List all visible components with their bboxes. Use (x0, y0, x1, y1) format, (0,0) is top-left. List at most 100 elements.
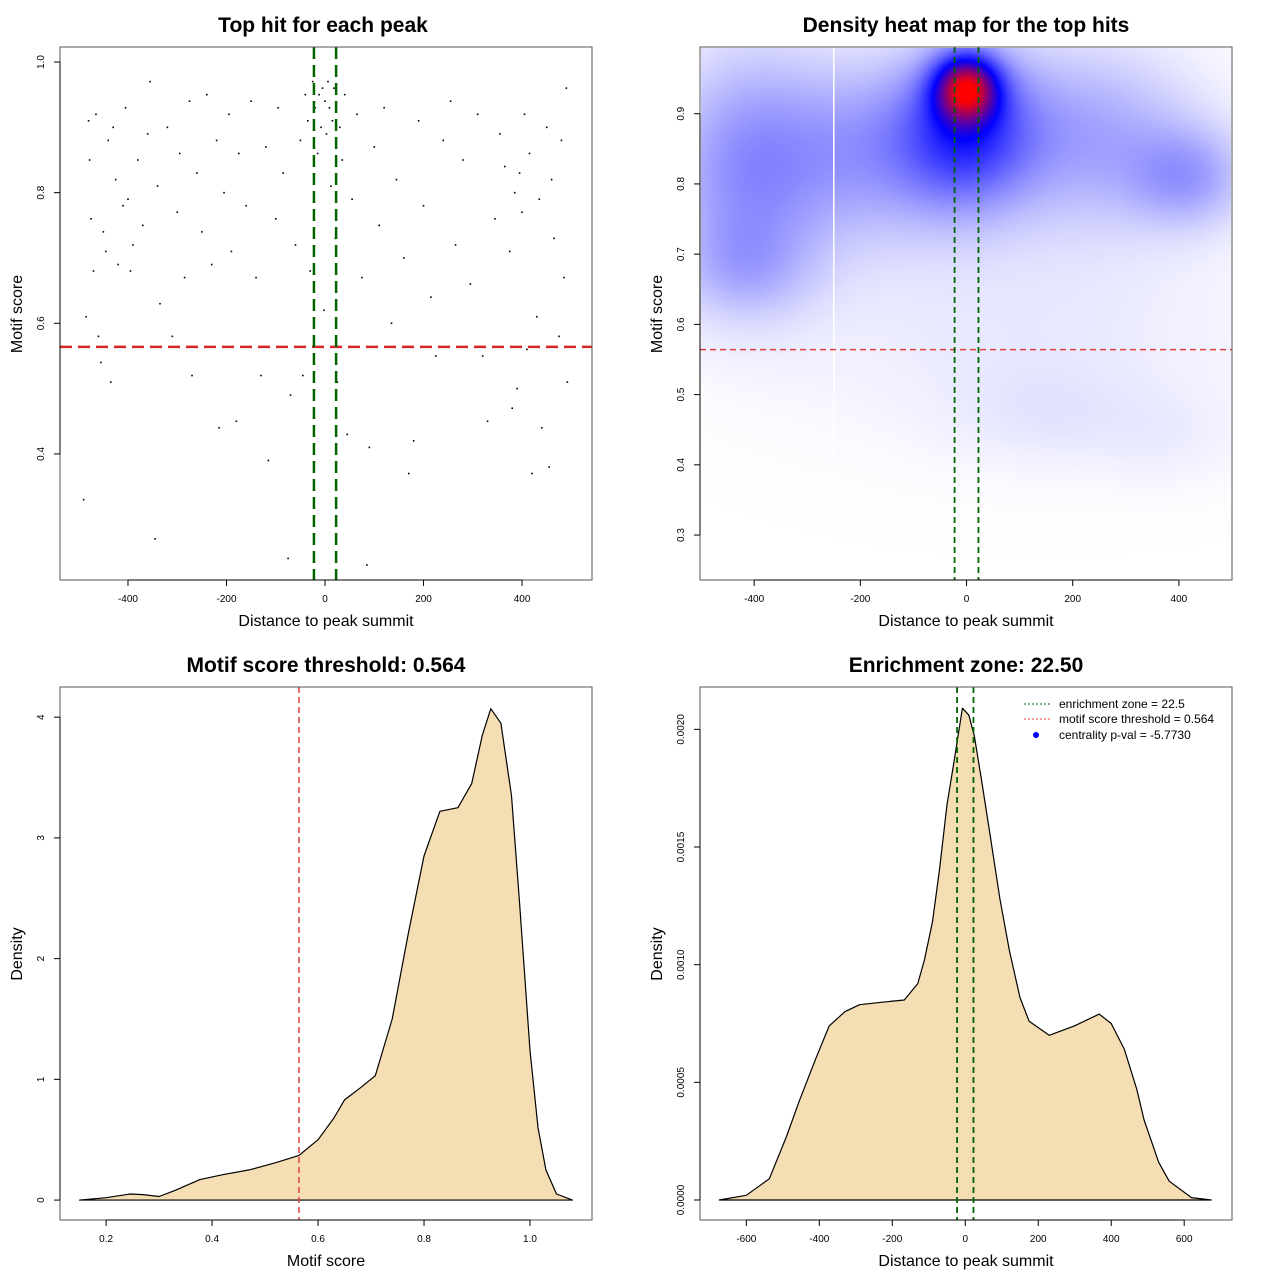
y-tick-label: 3 (36, 835, 47, 841)
data-point (540, 427, 543, 429)
data-point (320, 126, 322, 129)
chart-title: Top hit for each peak (218, 14, 428, 37)
data-point (383, 106, 385, 109)
x-tick-label: 0.4 (205, 1234, 219, 1245)
data-point (324, 100, 326, 103)
x-tick-label: 0.2 (99, 1234, 113, 1245)
data-point (100, 361, 102, 364)
data-point (228, 113, 230, 116)
data-point (412, 440, 415, 442)
y-tick-label: 0 (36, 1197, 47, 1203)
data-point (545, 126, 548, 129)
data-point (132, 244, 134, 246)
data-point (366, 564, 368, 566)
data-point (513, 191, 516, 194)
x-tick-label: -400 (118, 594, 138, 605)
data-point (146, 133, 149, 135)
data-point (330, 185, 332, 187)
x-tick-label: -200 (216, 594, 236, 605)
data-point (538, 198, 541, 200)
data-point (282, 172, 284, 174)
data-point (88, 159, 91, 161)
x-tick-label: 600 (1176, 1234, 1193, 1245)
x-tick-label: -600 (736, 1234, 756, 1245)
scatter-panel: Top hit for each peak Distance to peak s… (9, 14, 593, 630)
legend-point-centrality (1033, 732, 1039, 738)
data-point (449, 100, 452, 103)
y-axis-label: Motif score (649, 275, 666, 353)
y-tick-label: 0.9 (676, 106, 687, 120)
data-point (294, 244, 297, 246)
data-point (327, 80, 329, 83)
legend-label: motif score threshold = 0.564 (1059, 712, 1214, 726)
data-point (316, 152, 319, 155)
plot-area (700, 47, 1232, 580)
data-point (235, 420, 238, 423)
data-point (356, 113, 358, 116)
data-point (390, 322, 393, 325)
data-point (176, 211, 179, 214)
y-tick-label: 0.8 (676, 177, 687, 191)
data-point (333, 87, 335, 89)
data-point (107, 139, 110, 142)
data-point (422, 204, 425, 207)
data-point (328, 106, 331, 109)
data-point (223, 191, 225, 194)
data-point (127, 198, 129, 200)
data-point (553, 237, 555, 240)
y-tick-label: 1.0 (36, 55, 47, 69)
legend-label: enrichment zone = 22.5 (1059, 697, 1185, 711)
data-point (289, 394, 292, 396)
plot-frame (59, 46, 593, 581)
data-point (518, 172, 521, 174)
x-tick-label: 0.8 (417, 1234, 431, 1245)
y-tick-label: 0.8 (36, 185, 47, 199)
x-tick-label: 400 (1171, 594, 1188, 605)
data-point (215, 139, 218, 142)
data-point (277, 106, 280, 109)
data-point (378, 224, 380, 227)
y-tick-label: 1 (36, 1076, 47, 1082)
y-tick-label: 0.0010 (676, 949, 687, 980)
data-point (154, 538, 156, 540)
data-point (318, 93, 320, 96)
y-tick-label: 0.0000 (676, 1184, 687, 1215)
x-tick-label: 0 (962, 1234, 968, 1245)
data-point (102, 231, 105, 233)
data-point (183, 276, 186, 279)
x-tick-label: 0 (322, 594, 328, 605)
data-point (454, 244, 457, 246)
x-tick-label: -400 (809, 1234, 829, 1245)
legend: enrichment zone = 22.5 motif score thres… (1024, 697, 1214, 742)
data-point (114, 178, 117, 181)
x-tick-label: 0 (964, 594, 970, 605)
density-heatmap-canvas (701, 48, 1231, 579)
y-tick-label: 0.0005 (676, 1067, 687, 1098)
data-point (325, 133, 328, 135)
data-point (361, 276, 363, 279)
data-point (338, 126, 341, 129)
x-tick-label: 400 (514, 594, 531, 605)
data-point (87, 120, 90, 122)
data-point (299, 139, 302, 142)
data-point (531, 472, 533, 475)
data-point (560, 139, 563, 142)
x-tick-label: 0.6 (311, 1234, 325, 1245)
data-point (149, 80, 151, 83)
x-tick-label: -400 (744, 594, 764, 605)
distance-density-panel: Enrichment zone: 22.50 Distance to peak … (649, 654, 1233, 1270)
data-point (442, 139, 445, 142)
plot-area (718, 687, 1212, 1220)
x-axis-label: Distance to peak summit (878, 613, 1054, 630)
data-point (523, 113, 526, 116)
x-axis-label: Distance to peak summit (238, 613, 414, 630)
data-point (255, 276, 257, 279)
data-point (166, 126, 169, 129)
data-point (346, 433, 348, 436)
x-tick-label: 1.0 (523, 1234, 537, 1245)
y-tick-label: 0.4 (676, 457, 687, 471)
data-point (82, 498, 85, 501)
data-point (302, 374, 304, 377)
data-point (403, 257, 405, 259)
data-point (196, 172, 198, 174)
